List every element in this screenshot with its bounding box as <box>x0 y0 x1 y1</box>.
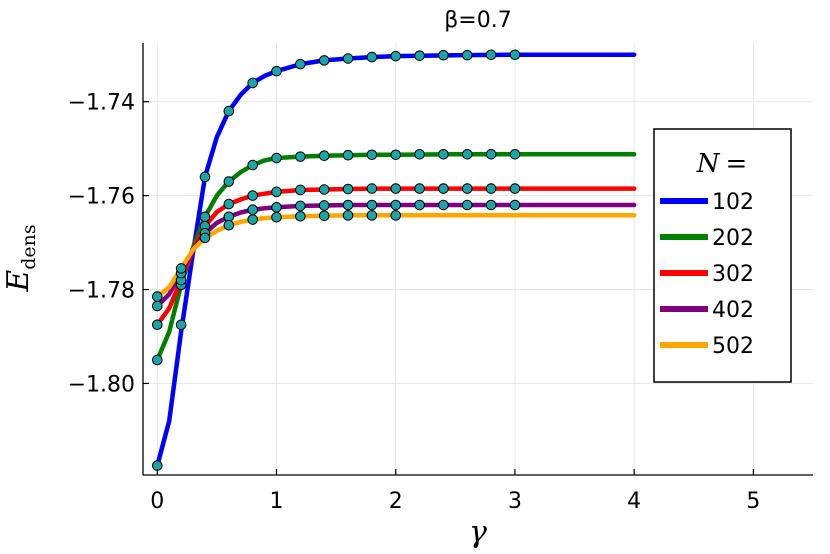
legend: N = 102 202 302 402 502 <box>653 128 792 383</box>
data-point-502 <box>247 214 258 225</box>
series-markers <box>152 49 521 471</box>
data-point-102 <box>247 77 258 89</box>
chart-title: β=0.7 <box>444 8 511 33</box>
data-point-302 <box>509 183 521 194</box>
data-point-202 <box>247 159 258 171</box>
data-point-302 <box>461 183 473 194</box>
data-point-302 <box>271 186 282 198</box>
data-point-402 <box>438 199 449 211</box>
data-point-302 <box>318 184 330 195</box>
data-point-402 <box>295 200 306 212</box>
legend-title: N = <box>696 149 748 179</box>
data-point-502 <box>199 232 211 244</box>
data-point-102 <box>295 58 306 70</box>
y-tick-label: −1.76 <box>68 185 135 210</box>
data-point-402 <box>414 199 425 211</box>
data-point-102 <box>271 65 282 77</box>
data-point-502 <box>390 210 402 221</box>
data-point-402 <box>247 204 258 215</box>
data-point-402 <box>390 199 402 211</box>
data-point-102 <box>199 171 211 183</box>
data-point-302 <box>485 183 497 194</box>
data-point-302 <box>152 319 163 331</box>
data-point-402 <box>485 199 497 211</box>
data-point-402 <box>318 200 330 211</box>
x-axis-label: γ <box>469 515 487 550</box>
data-point-502 <box>295 210 306 222</box>
y-axis-label-main: E <box>1 270 36 293</box>
data-point-302 <box>366 183 378 194</box>
data-point-402 <box>509 199 521 211</box>
data-point-102 <box>175 319 187 331</box>
data-point-202 <box>271 152 282 164</box>
x-tick-label: 1 <box>270 489 284 514</box>
data-point-502 <box>342 210 354 221</box>
y-tick-label: −1.80 <box>68 372 135 397</box>
data-point-102 <box>366 51 378 63</box>
data-point-202 <box>223 176 235 187</box>
data-point-202 <box>485 148 497 160</box>
legend-label-502: 502 <box>712 334 754 359</box>
x-tick-label: 0 <box>150 489 164 514</box>
y-axis-label: Edens <box>1 224 40 292</box>
data-point-502 <box>223 219 235 231</box>
data-point-202 <box>152 354 163 366</box>
data-point-102 <box>342 53 354 64</box>
data-point-202 <box>414 148 425 160</box>
data-point-402 <box>152 300 163 312</box>
legend-label-102: 102 <box>712 190 754 215</box>
data-point-102 <box>152 460 163 471</box>
data-point-102 <box>438 49 449 61</box>
data-point-102 <box>318 55 330 66</box>
data-point-202 <box>461 148 473 160</box>
y-axis-label-subscript: dens <box>18 224 40 269</box>
data-point-202 <box>295 151 306 162</box>
data-point-102 <box>414 50 425 61</box>
data-point-402 <box>271 202 282 213</box>
tick-labels: 0 1 2 3 4 5 −1.74 −1.76 −1.78 −1.80 <box>68 91 761 514</box>
data-point-302 <box>390 183 402 194</box>
data-point-402 <box>366 199 378 211</box>
x-tick-label: 4 <box>627 489 641 514</box>
data-point-202 <box>509 148 521 160</box>
data-point-502 <box>318 210 330 222</box>
data-point-102 <box>390 50 402 62</box>
data-point-202 <box>390 149 402 161</box>
data-point-302 <box>295 184 306 196</box>
data-point-102 <box>461 49 473 61</box>
data-point-202 <box>438 148 449 160</box>
legend-label-302: 302 <box>712 262 754 287</box>
data-point-202 <box>199 211 211 223</box>
legend-box <box>653 128 792 383</box>
legend-title-main: N <box>696 149 721 179</box>
data-point-202 <box>318 150 330 161</box>
data-point-402 <box>461 199 473 211</box>
series-line-502 <box>155 213 637 299</box>
data-point-102 <box>509 49 521 61</box>
data-point-302 <box>438 183 449 194</box>
legend-label-202: 202 <box>712 226 754 251</box>
data-point-302 <box>342 183 354 195</box>
data-point-202 <box>342 149 354 161</box>
y-tick-label: −1.78 <box>68 279 135 304</box>
data-point-102 <box>223 105 235 117</box>
data-point-102 <box>485 49 497 61</box>
data-point-302 <box>223 198 235 210</box>
data-point-502 <box>175 263 187 274</box>
x-tick-label: 5 <box>746 489 760 514</box>
data-point-502 <box>152 291 163 302</box>
data-point-202 <box>366 149 378 161</box>
data-point-302 <box>414 183 425 194</box>
data-point-502 <box>271 211 282 223</box>
legend-title-suffix: = <box>725 149 747 179</box>
x-tick-label: 2 <box>389 489 403 514</box>
data-point-502 <box>366 210 378 221</box>
axes <box>142 43 813 476</box>
legend-label-402: 402 <box>712 298 754 323</box>
data-point-302 <box>247 190 258 201</box>
data-point-402 <box>342 199 354 211</box>
y-tick-label: −1.74 <box>68 91 135 116</box>
x-tick-label: 3 <box>508 489 522 514</box>
